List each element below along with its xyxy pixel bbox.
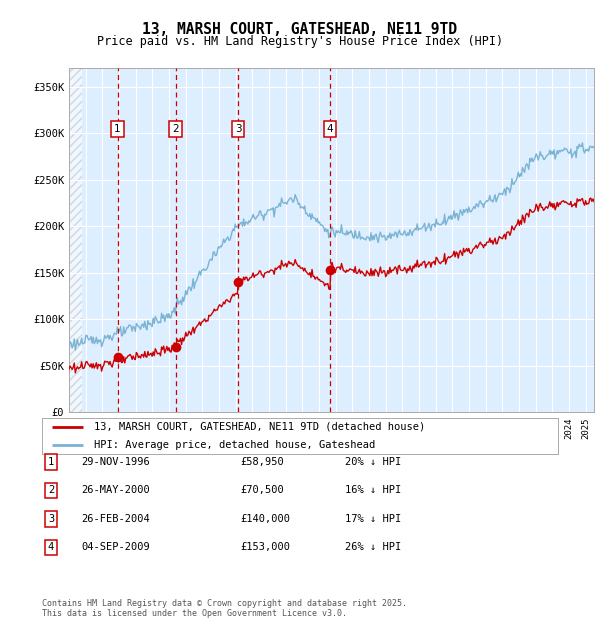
Text: 2: 2	[172, 123, 179, 134]
Text: 26-MAY-2000: 26-MAY-2000	[81, 485, 150, 495]
Text: 20% ↓ HPI: 20% ↓ HPI	[345, 457, 401, 467]
Text: 1: 1	[115, 123, 121, 134]
Text: 2: 2	[48, 485, 54, 495]
Text: 3: 3	[235, 123, 241, 134]
Text: Contains HM Land Registry data © Crown copyright and database right 2025.
This d: Contains HM Land Registry data © Crown c…	[42, 599, 407, 618]
Text: £153,000: £153,000	[240, 542, 290, 552]
Text: £58,950: £58,950	[240, 457, 284, 467]
Text: 26% ↓ HPI: 26% ↓ HPI	[345, 542, 401, 552]
Text: £140,000: £140,000	[240, 514, 290, 524]
Text: 4: 4	[327, 123, 334, 134]
Text: 13, MARSH COURT, GATESHEAD, NE11 9TD (detached house): 13, MARSH COURT, GATESHEAD, NE11 9TD (de…	[94, 422, 425, 432]
Text: 4: 4	[48, 542, 54, 552]
Bar	[69, 68, 82, 412]
Text: 1: 1	[48, 457, 54, 467]
Text: Price paid vs. HM Land Registry's House Price Index (HPI): Price paid vs. HM Land Registry's House …	[97, 35, 503, 48]
Text: HPI: Average price, detached house, Gateshead: HPI: Average price, detached house, Gate…	[94, 440, 375, 450]
Text: 16% ↓ HPI: 16% ↓ HPI	[345, 485, 401, 495]
Text: £70,500: £70,500	[240, 485, 284, 495]
Text: 17% ↓ HPI: 17% ↓ HPI	[345, 514, 401, 524]
Text: 3: 3	[48, 514, 54, 524]
Text: 26-FEB-2004: 26-FEB-2004	[81, 514, 150, 524]
Text: 04-SEP-2009: 04-SEP-2009	[81, 542, 150, 552]
Text: 13, MARSH COURT, GATESHEAD, NE11 9TD: 13, MARSH COURT, GATESHEAD, NE11 9TD	[143, 22, 458, 37]
Text: 29-NOV-1996: 29-NOV-1996	[81, 457, 150, 467]
